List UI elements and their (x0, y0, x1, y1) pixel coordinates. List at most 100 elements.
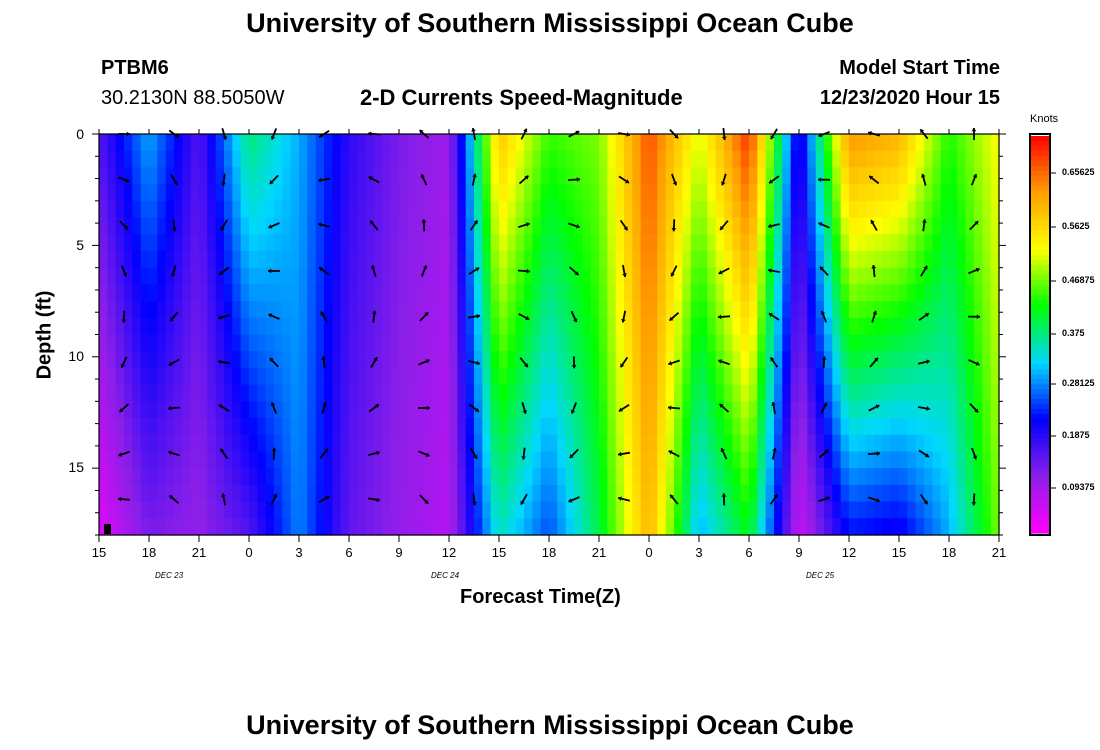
current-arrow (719, 220, 729, 231)
heatmap-cell (940, 518, 950, 536)
heatmap-cell (749, 301, 758, 319)
heatmap-cell (774, 484, 783, 503)
heatmap-cell (574, 334, 583, 352)
heatmap-cell (140, 451, 150, 469)
heatmap-cell (207, 134, 217, 152)
heatmap-cell (224, 451, 233, 469)
heatmap-cell (565, 334, 575, 352)
heatmap-cell (415, 317, 425, 336)
heatmap-cell (657, 451, 667, 469)
current-arrow (172, 219, 177, 232)
heatmap-cell (232, 234, 242, 252)
heatmap-cell (149, 200, 158, 219)
heatmap-cell (349, 134, 358, 152)
heatmap-cell (807, 468, 817, 486)
heatmap-cell (690, 234, 700, 252)
heatmap-cell (632, 184, 642, 202)
heatmap-cell (474, 301, 483, 319)
heatmap-cell (699, 150, 708, 169)
heatmap-cell (624, 217, 633, 235)
heatmap-cell (132, 367, 142, 386)
heatmap-cell (457, 401, 467, 419)
heatmap-cell (690, 501, 700, 519)
heatmap-cell (340, 301, 350, 319)
heatmap-cell (674, 134, 683, 152)
heatmap-cell (690, 518, 700, 536)
heatmap-cell (632, 434, 642, 453)
heatmap-cell (182, 351, 192, 369)
heatmap-cell (849, 301, 858, 319)
heatmap-cell (715, 284, 725, 302)
heatmap-cell (549, 150, 558, 169)
heatmap-cell (224, 334, 233, 352)
heatmap-cell (99, 200, 108, 219)
heatmap-cell (690, 484, 700, 503)
heatmap-cell (107, 184, 117, 202)
current-arrow (118, 403, 130, 413)
heatmap-cell (857, 451, 867, 469)
heatmap-cell (882, 451, 892, 469)
heatmap-cell (865, 184, 875, 202)
heatmap-cell (140, 401, 150, 419)
current-arrow (819, 265, 829, 277)
heatmap-cell (299, 501, 308, 519)
heatmap-cell (990, 484, 1000, 503)
heatmap-cell (582, 367, 592, 386)
heatmap-cell (165, 150, 175, 169)
heatmap-cell (165, 234, 175, 252)
heatmap-cell (740, 518, 750, 536)
x-tick-label: 21 (591, 545, 607, 560)
heatmap-cell (815, 184, 825, 202)
heatmap-cell (957, 401, 967, 419)
heatmap-cell (699, 418, 708, 436)
heatmap-cell (690, 167, 700, 185)
heatmap-cell (632, 217, 642, 235)
heatmap-cell (315, 518, 325, 536)
heatmap-cell (274, 234, 283, 252)
heatmap-cell (799, 451, 808, 469)
heatmap-cell (965, 234, 975, 252)
heatmap-cell (124, 217, 133, 235)
heatmap-cell (874, 468, 883, 486)
heatmap-cell (732, 301, 742, 319)
heatmap-cell (182, 184, 192, 202)
heatmap-cell (190, 418, 200, 436)
heatmap-cell (332, 150, 342, 169)
heatmap-cell (624, 200, 633, 219)
heatmap-cell (707, 468, 717, 486)
day-label: DEC 23 (155, 571, 184, 580)
heatmap-cell (315, 184, 325, 202)
heatmap-cell (574, 134, 583, 152)
colorbar-segment (1031, 349, 1049, 355)
current-arrow (318, 266, 330, 276)
heatmap-cell (174, 484, 183, 503)
heatmap-cell (324, 150, 333, 169)
heatmap-cell (99, 284, 108, 302)
heatmap-cell (549, 484, 558, 503)
heatmap-cell (957, 351, 967, 369)
heatmap-cell (774, 334, 783, 352)
heatmap-cell (882, 484, 892, 503)
heatmap-cell (715, 150, 725, 169)
heatmap-cell (940, 184, 950, 202)
current-arrow (421, 219, 427, 232)
heatmap-cell (165, 134, 175, 152)
heatmap-cell (832, 434, 842, 453)
heatmap-cell (149, 167, 158, 185)
heatmap-cell (615, 334, 625, 352)
heatmap-cell (724, 451, 733, 469)
current-arrow (568, 266, 580, 276)
heatmap-cell (524, 484, 533, 503)
heatmap-cell (224, 284, 233, 302)
heatmap-cell (882, 367, 892, 386)
heatmap-cell (849, 418, 858, 436)
colorbar-segment (1031, 438, 1049, 445)
heatmap-cell (674, 167, 683, 185)
heatmap-cell (815, 234, 825, 252)
heatmap-cell (565, 451, 575, 469)
heatmap-cell (107, 317, 117, 336)
heatmap-cell (907, 351, 917, 369)
heatmap-cell (824, 484, 833, 503)
heatmap-cell (365, 384, 375, 402)
heatmap-cell (824, 401, 833, 419)
